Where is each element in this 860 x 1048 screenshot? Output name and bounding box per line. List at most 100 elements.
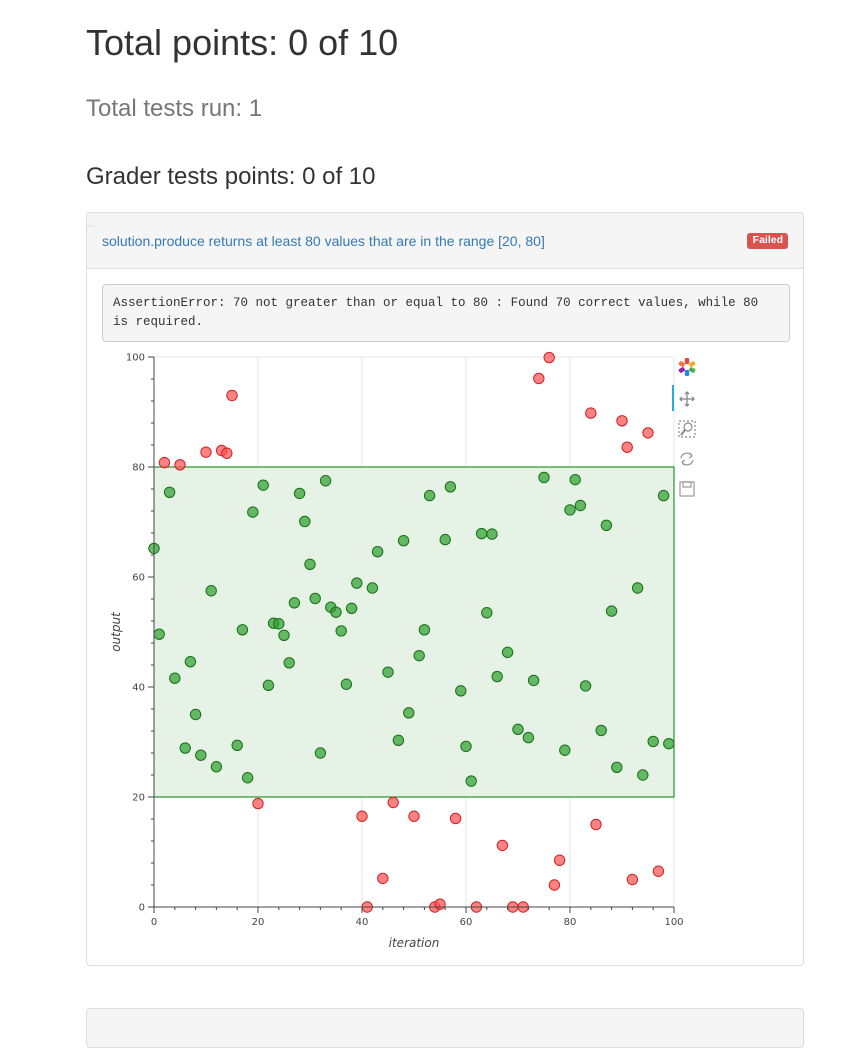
in-range-point <box>293 487 306 500</box>
pan-icon <box>679 391 695 407</box>
bokeh-logo-icon <box>678 358 696 376</box>
out-of-range-point <box>585 407 597 419</box>
x-tick-label: 40 <box>356 917 369 928</box>
in-range-point <box>611 761 623 773</box>
in-range-point <box>257 479 269 491</box>
x-tick-label: 0 <box>151 917 157 928</box>
in-range-point <box>569 473 581 486</box>
in-range-point <box>241 772 254 784</box>
in-range-point <box>486 528 498 540</box>
in-range-point <box>538 471 550 484</box>
out-of-range-point <box>221 447 233 459</box>
in-range-point <box>283 657 295 669</box>
in-range-point <box>455 685 467 697</box>
logo-petal <box>684 358 690 364</box>
in-range-point <box>527 674 540 687</box>
in-range-point <box>366 582 379 594</box>
in-range-point <box>273 618 285 630</box>
out-of-range-point <box>200 446 212 458</box>
in-range-point <box>403 707 415 719</box>
out-of-range-point <box>377 872 389 885</box>
x-tick-label: 20 <box>252 917 265 928</box>
y-tick-label: 100 <box>126 353 145 364</box>
out-of-range-point <box>543 351 555 364</box>
test-name-link[interactable]: solution.produce returns at least 80 val… <box>102 233 545 249</box>
in-range-point <box>444 481 457 493</box>
out-of-range-point <box>449 812 462 825</box>
in-range-point <box>210 761 223 773</box>
grader-tests-points: Grader tests points: 0 of 10 <box>86 163 376 190</box>
assertion-error-message: AssertionError: 70 not greater than or e… <box>102 284 790 342</box>
in-range-point <box>564 504 576 516</box>
in-range-point <box>382 666 394 678</box>
y-tick-label: 40 <box>132 683 145 694</box>
in-range-point <box>262 679 275 692</box>
in-range-point <box>195 749 207 761</box>
y-tick-label: 80 <box>132 463 145 474</box>
x-axis-title: iteration <box>389 936 440 950</box>
out-of-range-point <box>642 427 654 439</box>
in-range-point <box>475 527 488 540</box>
in-range-point <box>605 605 618 617</box>
status-badge: Failed <box>746 233 788 249</box>
in-range-point <box>559 744 571 756</box>
out-of-range-point <box>356 810 368 822</box>
in-range-point <box>439 533 451 546</box>
in-range-point <box>595 724 607 737</box>
in-range-point <box>491 670 503 683</box>
y-axis-title: output <box>109 611 123 652</box>
reset-icon <box>680 452 694 466</box>
in-range-point <box>465 775 477 787</box>
in-range-point <box>179 742 191 754</box>
in-range-point <box>163 486 176 498</box>
in-range-point <box>247 506 259 518</box>
in-range-point <box>340 678 353 690</box>
out-of-range-point <box>533 372 545 385</box>
in-range-point <box>397 535 410 547</box>
in-range-point <box>205 585 217 597</box>
out-of-range-point <box>548 879 561 891</box>
page-title: Total points: 0 of 10 <box>86 22 399 63</box>
in-range-point <box>392 734 405 747</box>
out-of-range-point <box>387 796 399 809</box>
in-range-point <box>184 656 197 668</box>
in-range-point <box>481 607 493 619</box>
test-panel-heading[interactable]: solution.produce returns at least 80 val… <box>87 213 803 269</box>
box-zoom-icon <box>678 420 696 438</box>
logo-petal <box>689 367 696 373</box>
out-of-range-point <box>616 415 628 427</box>
out-of-range-point <box>434 898 446 910</box>
in-range-point <box>371 546 384 558</box>
next-test-panel <box>86 1008 804 1048</box>
in-range-point <box>501 646 514 659</box>
in-range-point <box>345 602 358 615</box>
y-tick-label: 60 <box>132 573 145 584</box>
logo-petal <box>678 361 685 367</box>
in-range-point <box>574 499 587 512</box>
in-range-point <box>522 731 535 744</box>
in-range-point <box>330 606 342 618</box>
output-scatter-plot[interactable]: 0 20 40 60 80 100 0 20 40 60 80 100 iteration output <box>87 213 803 965</box>
in-range-point <box>288 597 301 609</box>
in-range-point <box>637 769 649 781</box>
in-range-point <box>663 737 675 750</box>
x-tick-label: 80 <box>564 917 577 928</box>
in-range-point <box>309 592 321 605</box>
in-range-point <box>423 489 436 502</box>
logo-petal <box>689 361 696 367</box>
out-of-range-point <box>590 818 602 831</box>
out-of-range-point <box>408 810 420 822</box>
in-range-point <box>299 515 311 528</box>
in-range-point <box>319 475 332 487</box>
save-icon <box>679 481 695 497</box>
in-range-point <box>512 723 524 736</box>
out-of-range-point <box>252 797 264 810</box>
x-tick-label: 60 <box>460 917 473 928</box>
in-range-point <box>231 739 243 751</box>
in-range-point <box>579 680 592 692</box>
out-of-range-point <box>553 854 566 866</box>
in-range-point <box>351 577 363 589</box>
in-range-point <box>631 582 644 594</box>
in-range-point <box>413 649 425 662</box>
in-range-point <box>314 747 327 759</box>
